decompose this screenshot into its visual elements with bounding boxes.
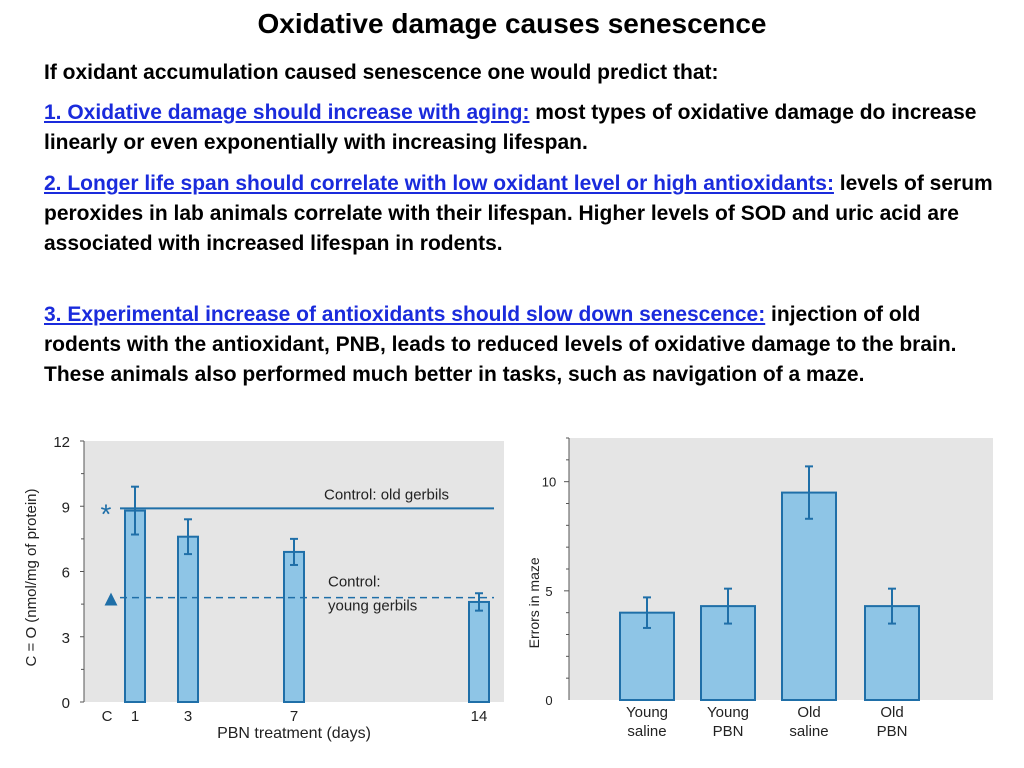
y-tick-label: 0	[545, 693, 552, 708]
x-tick-label: 1	[131, 708, 139, 725]
y-tick-label: 10	[542, 475, 556, 490]
bar	[283, 550, 305, 703]
x-tick-label: saline	[627, 723, 666, 740]
x-tick-label: Old	[880, 704, 903, 721]
point-3-body: injection of old rodents with the antiox…	[44, 303, 957, 386]
point-2: 2. Longer life span should correlate wit…	[44, 169, 994, 259]
point-3: 3. Experimental increase of antioxidants…	[44, 300, 994, 390]
maze-errors-chart: 0 5 10 Errors in maze Young saline Young PBN Old…	[526, 437, 993, 740]
bar	[124, 509, 146, 703]
x-tick-label: PBN	[877, 723, 908, 740]
y-tick-label: 6	[62, 565, 70, 582]
y-tick-label: 12	[53, 434, 70, 451]
x-tick-label: PBN	[713, 723, 744, 740]
x-tick-label: Young	[626, 704, 668, 721]
control-old-marker: *	[101, 498, 112, 529]
point-1: 1. Oxidative damage should increase with…	[44, 98, 994, 158]
bar	[781, 491, 837, 702]
carbonyl-chart: 0 3 6 9 12 C = O (nmol/mg of protein) C 1 3 7 14 PB…	[23, 434, 504, 742]
y-tick-label: 9	[62, 499, 70, 516]
x-tick-label: Old	[797, 704, 820, 721]
x-axis-label: PBN treatment (days)	[217, 725, 371, 742]
y-tick-label: 0	[62, 695, 70, 712]
bar	[177, 535, 199, 703]
x-tick-label: C	[102, 708, 113, 725]
x-tick-label: 7	[290, 708, 298, 725]
point-1-heading: 1. Oxidative damage should increase with…	[44, 101, 530, 124]
y-axis-label: C = O (nmol/mg of protein)	[23, 489, 40, 667]
control-old-label: Control: old gerbils	[324, 486, 449, 503]
y-tick-label: 5	[545, 584, 552, 599]
y-tick-label: 3	[62, 630, 70, 647]
x-tick-label: Young	[707, 704, 749, 721]
bar	[468, 600, 490, 703]
point-2-body: levels of serum peroxides in lab animals…	[44, 172, 993, 255]
intro-text: If oxidant accumulation caused senescenc…	[44, 61, 719, 84]
control-young-label: Control:	[328, 574, 381, 591]
y-axis-label: Errors in maze	[526, 557, 542, 648]
x-tick-label: 14	[471, 708, 488, 725]
control-young-label: young gerbils	[328, 598, 417, 615]
point-3-heading: 3. Experimental increase of antioxidants…	[44, 303, 766, 326]
x-tick-label: 3	[184, 708, 192, 725]
point-1-body: most types of oxidative damage do increa…	[44, 101, 977, 154]
slide-title: Oxidative damage causes senescence	[257, 8, 767, 39]
point-2-heading: 2. Longer life span should correlate wit…	[44, 172, 834, 195]
x-tick-label: saline	[789, 723, 828, 740]
control-young-marker: ▲	[100, 586, 122, 611]
